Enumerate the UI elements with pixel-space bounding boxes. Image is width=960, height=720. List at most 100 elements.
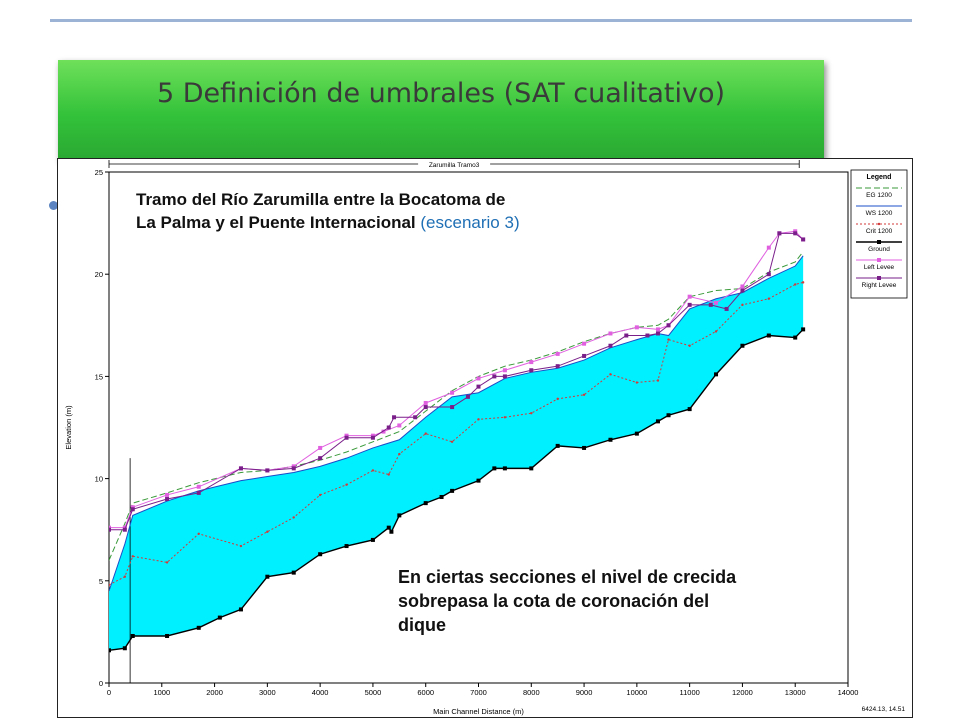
left-levee-point (766, 245, 771, 250)
ground-point (386, 525, 391, 530)
right-levee-point (766, 272, 771, 277)
legend-label: WS 1200 (866, 210, 893, 217)
y-tick-label: 25 (95, 168, 103, 177)
crit-point (794, 283, 797, 286)
right-levee-point (555, 364, 560, 369)
ground-point (450, 488, 455, 493)
ground-point (109, 648, 111, 653)
ground-point (740, 343, 745, 348)
left-levee-point (344, 433, 349, 438)
ground-point (238, 607, 243, 612)
right-levee-point (238, 466, 243, 471)
ground-point (492, 466, 497, 471)
x-tick-label: 8000 (523, 688, 540, 697)
x-tick-label: 1000 (153, 688, 170, 697)
crit-point (371, 469, 375, 472)
left-levee-point (714, 300, 719, 305)
ground-point (634, 431, 639, 436)
legend-marker (877, 222, 881, 226)
y-tick-label: 20 (95, 270, 103, 279)
right-levee-point (291, 466, 296, 471)
crit-point (197, 532, 200, 535)
bullet-dot (49, 201, 58, 210)
cursor-readout: 6424.13, 14.51 (862, 706, 906, 713)
left-levee-point (793, 229, 798, 234)
crit-point (609, 373, 612, 376)
crit-point (123, 575, 127, 578)
crit-point (582, 393, 586, 396)
crit-point (165, 561, 169, 564)
right-levee-point (655, 331, 660, 336)
x-tick-label: 4000 (312, 688, 329, 697)
eg-line (109, 251, 804, 561)
ws-line (109, 255, 804, 592)
legend-marker (877, 240, 881, 244)
legend-label: Crit 1200 (866, 228, 893, 235)
right-levee-point (624, 333, 629, 338)
right-levee-line (109, 232, 804, 531)
left-levee-point (450, 390, 455, 395)
crit-point (503, 416, 507, 419)
ground-point (502, 466, 507, 471)
water-area (109, 255, 804, 651)
reach-annotation-line1: Tramo del Río Zarumilla entre la Bocatom… (136, 190, 506, 209)
x-tick-label: 11000 (679, 688, 699, 697)
x-tick-label: 0 (107, 688, 111, 697)
x-tick-label: 14000 (838, 688, 859, 697)
x-tick-label: 5000 (365, 688, 382, 697)
crit-line (109, 281, 804, 586)
crit-point (266, 530, 269, 533)
ground-point (389, 529, 394, 534)
y-tick-label: 10 (95, 475, 103, 484)
right-levee-point (423, 405, 428, 410)
crit-point (801, 281, 805, 284)
y-tick-label: 15 (95, 372, 103, 381)
ground-point (397, 513, 402, 518)
legend-label: Left Levee (864, 264, 895, 271)
ground-point (196, 625, 201, 630)
right-levee-point (793, 231, 798, 236)
right-levee-point (196, 490, 201, 495)
left-levee-point (122, 525, 127, 530)
ground-point (714, 372, 719, 377)
right-levee-point (318, 456, 323, 461)
ground-point (344, 544, 349, 549)
crit-point (688, 344, 691, 347)
right-levee-point (370, 435, 375, 440)
ground-point (529, 466, 534, 471)
right-levee-point (645, 333, 650, 338)
crit-point (239, 544, 243, 548)
right-levee-point (465, 394, 470, 399)
x-axis-label: Main Channel Distance (m) (433, 707, 524, 716)
overflow-note-line2: sobrepasa la cota de coronación del (398, 591, 710, 611)
ground-point (608, 437, 613, 442)
left-levee-point (318, 445, 323, 450)
right-levee-point (582, 353, 587, 358)
y-axis-label: Elevation (m) (64, 405, 73, 450)
overflow-note: En ciertas secciones el nivel de crecida… (398, 565, 868, 637)
top-rule (50, 19, 912, 22)
x-tick-label: 6000 (417, 688, 434, 697)
right-levee-point (502, 374, 507, 379)
right-levee-point (687, 302, 692, 307)
right-levee-point (801, 237, 806, 242)
crit-point (387, 473, 390, 476)
crit-point (741, 303, 744, 307)
reach-label-bg (418, 159, 491, 168)
x-tick-label: 12000 (732, 688, 753, 697)
reach-annotation: Tramo del Río Zarumilla entre la Bocatom… (136, 188, 520, 234)
ground-point (439, 494, 444, 499)
left-levee-point (687, 294, 692, 299)
ground-point (130, 633, 135, 638)
reach-annotation-line2: La Palma y el Puente Internacional (esce… (136, 211, 520, 234)
right-levee-point (109, 527, 111, 532)
y-tick-label: 5 (99, 577, 103, 586)
right-levee-point (666, 323, 671, 328)
left-levee-point (502, 368, 507, 373)
scenario-label: (escenario 3) (420, 213, 520, 232)
left-levee-point (529, 360, 534, 365)
left-levee-point (397, 423, 402, 428)
crit-point (318, 493, 322, 497)
ground-point (687, 407, 692, 412)
